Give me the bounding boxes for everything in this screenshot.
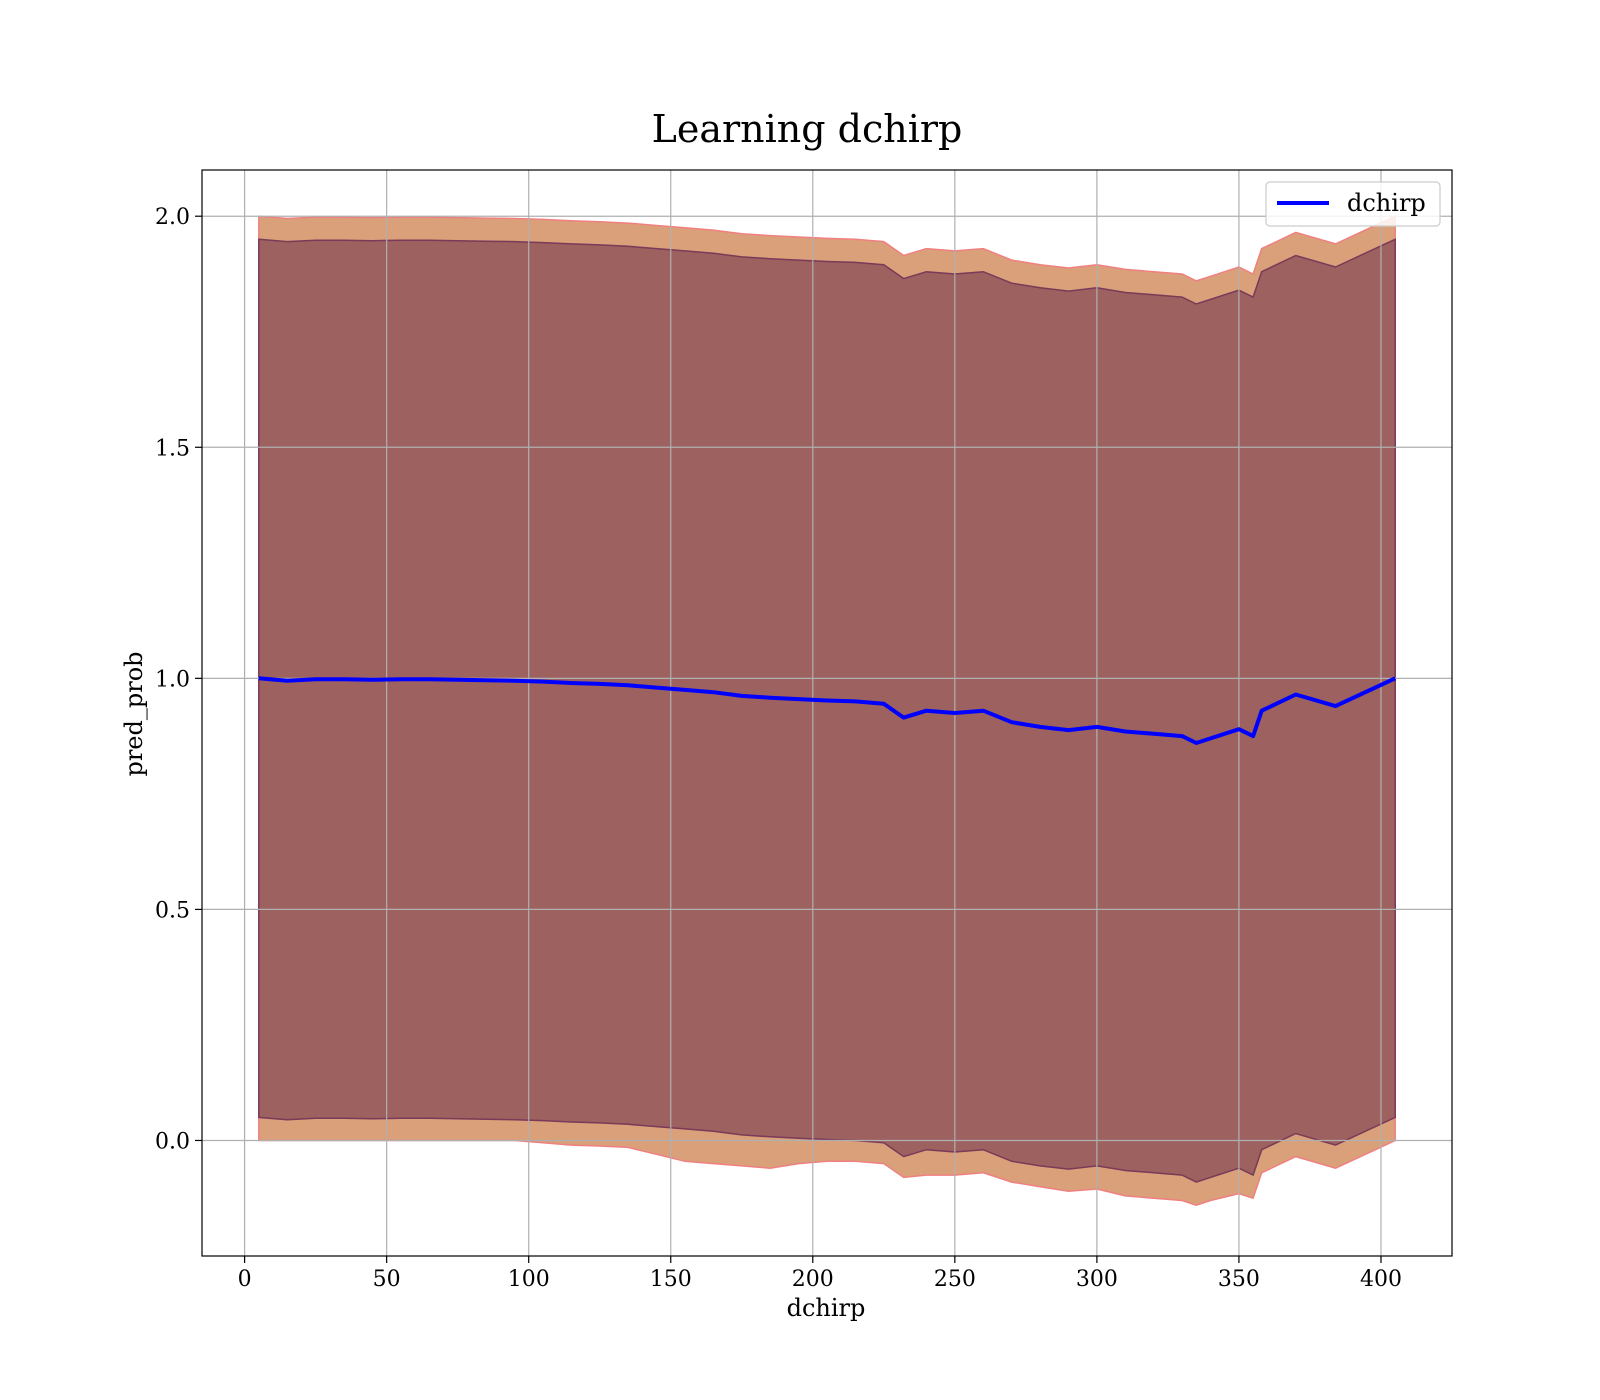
x-tick-label: 0	[238, 1267, 252, 1292]
confidence-band-2	[258, 238, 1396, 1183]
axes-frame	[201, 169, 1453, 1257]
x-tick-label: 100	[508, 1267, 550, 1292]
x-tick-label: 150	[650, 1267, 692, 1292]
y-axis-label: pred_prob	[120, 651, 148, 776]
legend-label-dchirp: dchirp	[1347, 189, 1426, 217]
x-tick-label: 200	[792, 1267, 834, 1292]
legend: dchirp	[1265, 181, 1441, 227]
x-tick-label: 250	[934, 1267, 976, 1292]
y-tick-label: 0.0	[155, 1129, 190, 1154]
plot-area: 0 50 100 150 200 250 300 350 400 0.0 0.5 1.0 1.5 2.0	[155, 169, 1453, 1292]
legend-box	[1265, 181, 1441, 227]
x-tick-label: 400	[1360, 1267, 1402, 1292]
x-tick-label: 350	[1218, 1267, 1260, 1292]
chart-title: Learning dchirp	[652, 107, 963, 151]
y-tick-label: 0.5	[155, 898, 190, 923]
x-axis-label: dchirp	[787, 1294, 866, 1322]
y-tick-label: 1.5	[155, 436, 190, 461]
y-tick-label: 1.0	[155, 667, 190, 692]
x-tick-label: 50	[373, 1267, 401, 1292]
y-tick-label: 2.0	[155, 205, 190, 230]
x-tick-label: 300	[1076, 1267, 1118, 1292]
series-line-dchirp	[258, 676, 1397, 745]
